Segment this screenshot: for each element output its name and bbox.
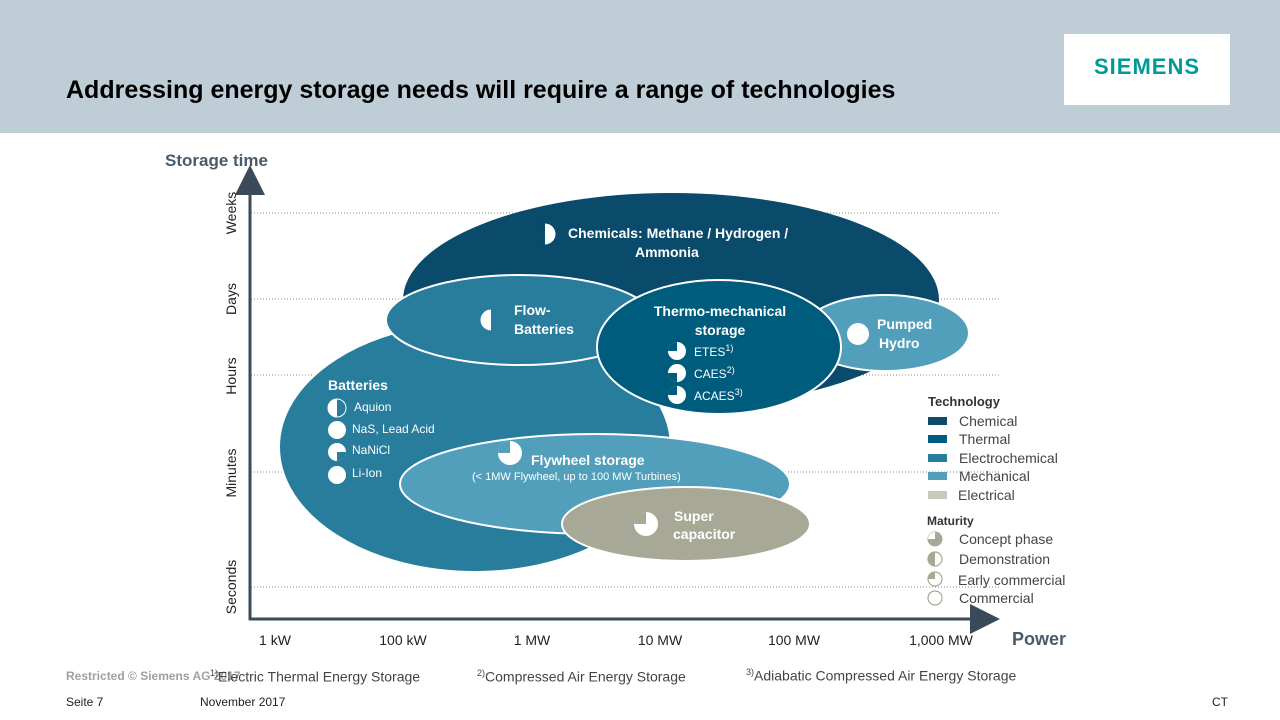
x-tick-1mw: 1 MW bbox=[513, 632, 551, 648]
restricted-note: Restricted © Siemens AG 2017 bbox=[66, 669, 241, 683]
x-tick-1kw: 1 kW bbox=[259, 632, 291, 648]
label-supercap-1: Super bbox=[674, 508, 714, 524]
slide-title: Addressing energy storage needs will req… bbox=[66, 76, 896, 104]
maturity-icon-pumped-hydro bbox=[847, 323, 869, 345]
legend-chemical: Chemical bbox=[959, 413, 1018, 429]
maturity-icon-flow-batteries bbox=[479, 308, 503, 332]
legend-demonstration: Demonstration bbox=[959, 551, 1051, 567]
footer-dept: CT bbox=[1212, 695, 1228, 709]
label-nanicl: NaNiCl bbox=[352, 443, 391, 457]
maturity-icon-aquion bbox=[327, 398, 347, 418]
label-pumped-1: Pumped bbox=[877, 316, 933, 332]
legend-swatch-chemical bbox=[928, 417, 947, 425]
label-flywheel-sub: (< 1MW Flywheel, up to 100 MW Turbines) bbox=[472, 471, 681, 483]
legend-swatch-electrochemical bbox=[928, 454, 947, 462]
x-tick-10mw: 10 MW bbox=[637, 632, 683, 648]
footnote-1: 1)Electric Thermal Energy Storage bbox=[210, 668, 421, 685]
label-pumped-2: Hydro bbox=[879, 335, 920, 351]
legend-icon-demonstration bbox=[927, 551, 943, 567]
label-batteries: Batteries bbox=[328, 377, 388, 393]
maturity-icon-chemicals bbox=[533, 222, 557, 246]
legend-electrochemical: Electrochemical bbox=[959, 450, 1058, 466]
maturity-icon-acaes bbox=[668, 386, 686, 404]
label-aquion: Aquion bbox=[354, 400, 392, 414]
legend-electrical: Electrical bbox=[958, 487, 1015, 503]
legend-concept: Concept phase bbox=[959, 531, 1054, 547]
label-flow-batteries-2: Batteries bbox=[514, 321, 574, 337]
ellipse-supercapacitor bbox=[561, 486, 811, 562]
maturity-icon-flywheel bbox=[498, 441, 522, 465]
x-tick-100kw: 100 kW bbox=[379, 632, 427, 648]
label-flywheel: Flywheel storage bbox=[531, 452, 645, 468]
legend-maturity-title: Maturity bbox=[927, 514, 974, 528]
label-etes: ETES1) bbox=[694, 343, 734, 359]
maturity-icon-etes bbox=[668, 342, 686, 360]
label-thermo-2: storage bbox=[694, 322, 746, 338]
legend-icon-commercial bbox=[927, 590, 943, 606]
legend-swatch-electrical bbox=[928, 491, 947, 499]
legend-icon-concept bbox=[927, 531, 943, 547]
legend-commercial: Commercial bbox=[959, 590, 1034, 606]
legend-icon-early-commercial bbox=[927, 571, 943, 587]
label-li-ion: Li-Ion bbox=[352, 466, 383, 480]
logo-text: SIEMENS bbox=[1093, 54, 1201, 79]
legend-mechanical: Mechanical bbox=[959, 468, 1030, 484]
legend-early-commercial: Early commercial bbox=[958, 572, 1066, 588]
x-axis-title: Power bbox=[1012, 629, 1067, 649]
label-flow-batteries-1: Flow- bbox=[514, 302, 551, 318]
label-thermo-1: Thermo-mechanical bbox=[653, 303, 787, 319]
label-chemicals-1: Chemicals: Methane / Hydrogen / bbox=[568, 225, 789, 241]
maturity-icon-nanicl bbox=[328, 443, 346, 461]
footnote-2: 2)Compressed Air Energy Storage bbox=[477, 668, 686, 685]
legend-technology-title: Technology bbox=[928, 394, 1000, 409]
maturity-icon-li-ion bbox=[328, 466, 346, 484]
x-tick-100mw: 100 MW bbox=[767, 632, 821, 648]
footnote-3: 3)Adiabatic Compressed Air Energy Storag… bbox=[746, 667, 1017, 684]
legend-swatch-thermal bbox=[928, 435, 947, 443]
ellipse-thermo-mechanical bbox=[596, 279, 842, 415]
label-supercap-2: capacitor bbox=[673, 526, 736, 542]
label-acaes: ACAES3) bbox=[694, 387, 743, 403]
page-number: Seite 7 bbox=[66, 695, 104, 709]
label-nas: NaS, Lead Acid bbox=[352, 422, 435, 436]
legend-swatch-mechanical bbox=[928, 472, 947, 480]
maturity-icon-nas bbox=[328, 421, 346, 439]
label-caes: CAES2) bbox=[694, 365, 735, 381]
maturity-icon-supercapacitor bbox=[634, 512, 658, 536]
siemens-logo: SIEMENS bbox=[1064, 34, 1230, 105]
footer-date: November 2017 bbox=[200, 695, 286, 709]
legend-thermal: Thermal bbox=[959, 431, 1011, 447]
x-tick-1000mw: 1,000 MW bbox=[909, 632, 973, 648]
maturity-icon-caes bbox=[668, 364, 686, 382]
label-chemicals-2: Ammonia bbox=[635, 244, 699, 260]
